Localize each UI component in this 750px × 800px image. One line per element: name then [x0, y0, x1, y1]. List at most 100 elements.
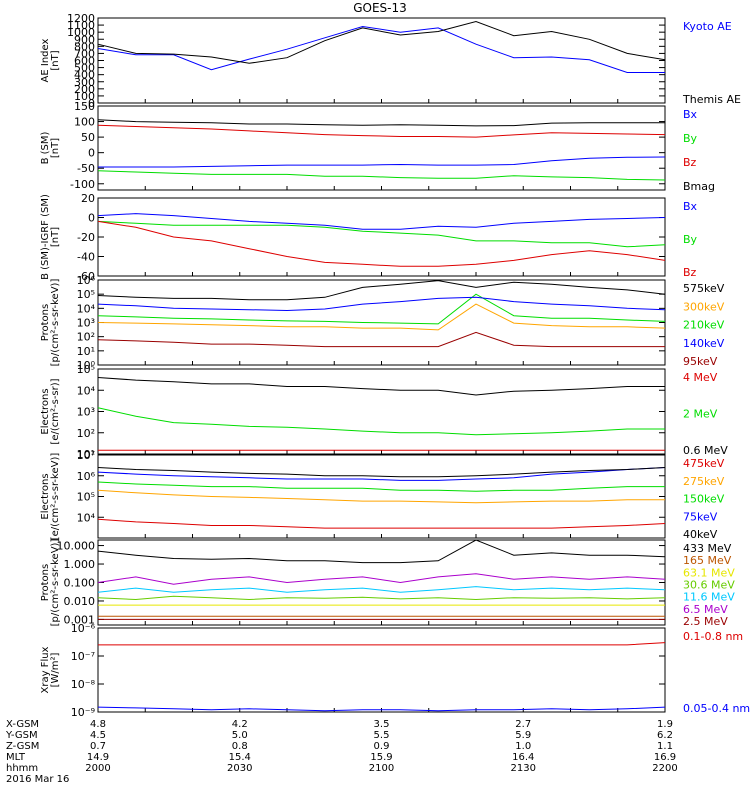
panel-6-ylabel: Electrons — [40, 473, 51, 519]
series-line-bz — [97, 124, 666, 138]
series-line-210kev — [97, 293, 666, 325]
panel-3-ytick-label: -20 — [77, 231, 95, 244]
series-line-bx — [97, 213, 666, 230]
legend-275kev: 275keV — [683, 475, 725, 488]
panel-5-ytick-label: 10⁴ — [77, 384, 96, 397]
date-label: 2016 Mar 16 — [6, 774, 69, 785]
panel-5-ylabel: Electrons — [40, 388, 51, 434]
xaxis-row-label: Z-GSM — [6, 741, 39, 752]
xaxis-value: 3.5 — [374, 719, 390, 730]
panel-3-ylabel: B (SM)-IGRF (SM) — [40, 194, 51, 280]
xaxis-value: 6.2 — [657, 730, 673, 741]
panel-5-ytick-label: 10⁵ — [77, 363, 95, 376]
panel-6-ytick-label: 10⁷ — [77, 449, 95, 462]
legend-165-mev: 165 MeV — [683, 554, 732, 567]
panel-frame-3 — [97, 197, 666, 277]
series-line-by — [97, 170, 666, 181]
panel-1-ytick-label: 1200 — [67, 12, 95, 25]
panel-4-ytick-label: 10⁴ — [77, 302, 96, 315]
panel-3-ytick-label: 20 — [81, 192, 95, 205]
xaxis-value: 2100 — [369, 763, 394, 774]
series-line-0-05-0-4-nm — [97, 706, 666, 712]
legend-themis-ae: Themis AE — [682, 93, 741, 106]
xaxis-value: 15.9 — [370, 752, 392, 763]
panel-7-ytick-label: 0.010 — [64, 595, 96, 608]
panel-5-ylabel: [e/(cm²-s-sr)] — [50, 378, 61, 444]
series-line-475kev — [97, 518, 666, 529]
series-line-75kev — [97, 467, 666, 481]
panel-frame-8 — [97, 627, 666, 713]
series-line-95kev — [97, 331, 665, 348]
panel-3-ytick-label: 0 — [88, 212, 95, 225]
legend-4-mev: 4 MeV — [683, 371, 718, 384]
panel-frame-5 — [97, 368, 666, 455]
series-line-150kev — [97, 481, 665, 492]
legend-475kev: 475keV — [683, 457, 725, 470]
panel-4-ytick-label: 10² — [77, 331, 95, 344]
xaxis-value: 14.9 — [87, 752, 109, 763]
panel-7-ytick-label: 0.100 — [64, 577, 96, 590]
xaxis-value: 2000 — [85, 763, 110, 774]
panel-1-ytick-label: 200 — [74, 83, 95, 96]
legend-2-5-mev: 2.5 MeV — [683, 615, 728, 628]
panel-1-ytick-label: 100 — [74, 90, 95, 103]
panel-frame-1 — [97, 17, 666, 104]
legend-bz: Bz — [683, 266, 697, 279]
panel-1-ytick-label: 0 — [88, 97, 95, 110]
xaxis-value: 1.1 — [657, 741, 673, 752]
series-line-40kev — [97, 467, 666, 478]
panel-5-ytick-label: 10¹ — [77, 448, 95, 461]
legend-bx: Bx — [683, 108, 698, 121]
series-line-0-1-0-8-nm — [98, 642, 666, 646]
panel-8-ytick-label: 10⁻⁹ — [71, 706, 95, 719]
plot-title: GOES-13 — [353, 1, 407, 15]
xaxis-value: 2130 — [511, 763, 536, 774]
panel-frame-6 — [97, 454, 666, 539]
series-line-themis-ae — [97, 20, 666, 64]
legend-433-mev: 433 MeV — [683, 542, 732, 555]
legend-210kev: 210keV — [683, 319, 725, 332]
series-line-bmag — [97, 119, 665, 127]
panel-4-ytick-label: 10¹ — [77, 345, 95, 358]
series-line-6-5-mev — [97, 573, 666, 585]
legend-0-6-mev: 0.6 MeV — [683, 444, 728, 457]
panel-1-ylabel: [nT] — [50, 50, 61, 70]
legend-bx: Bx — [683, 200, 698, 213]
panel-4-ylabel: Protons — [40, 304, 51, 341]
panel-7-ytick-label: 10.000 — [57, 540, 96, 553]
xaxis-row-label: MLT — [6, 752, 26, 763]
panel-7-ylabel: [p/(cm²-s-sr-keV)] — [50, 539, 61, 627]
panel-1-ytick-label: 500 — [74, 62, 95, 75]
legend-2-mev: 2 MeV — [683, 408, 718, 421]
xaxis-value: 4.8 — [90, 719, 106, 730]
panel-7-ylabel: Protons — [40, 564, 51, 601]
legend-11-6-mev: 11.6 MeV — [683, 591, 735, 604]
panel-2-ytick-label: -100 — [70, 178, 95, 191]
panel-1-ytick-label: 1000 — [67, 26, 95, 39]
series-line-2-mev — [97, 407, 665, 436]
legend-0-1-0-8-nm: 0.1-0.8 nm — [683, 630, 743, 643]
panel-8-ytick-label: 10⁻⁷ — [71, 650, 95, 663]
panel-7-ytick-label: 1.000 — [64, 558, 96, 571]
xaxis-row-label: X-GSM — [6, 719, 39, 730]
panel-6-ytick-label: 10⁵ — [77, 491, 95, 504]
series-line-by — [97, 220, 666, 248]
xaxis-value: 2200 — [652, 763, 677, 774]
panel-2-ytick-label: 100 — [74, 116, 95, 129]
legend-95kev: 95keV — [683, 355, 718, 368]
panel-1-ytick-label: 300 — [74, 76, 95, 89]
panel-1-ytick-label: 400 — [74, 69, 95, 82]
legend-bz: Bz — [683, 156, 697, 169]
series-line-275kev — [97, 489, 665, 504]
series-line-bx — [98, 156, 666, 168]
panel-8-ylabel: Xray Flux — [40, 646, 51, 693]
legend-by: By — [683, 132, 698, 145]
panel-4-ytick-label: 10⁰ — [77, 359, 96, 372]
series-line-0-6-mev — [97, 377, 665, 396]
panel-8-ytick-label: 10⁻⁸ — [71, 678, 96, 691]
xaxis-value: 2.7 — [515, 719, 531, 730]
panel-1-ytick-label: 900 — [74, 33, 95, 46]
panel-1-ytick-label: 700 — [74, 47, 95, 60]
panel-2-ylabel: B (SM) — [40, 131, 51, 164]
panel-2-ytick-label: -50 — [77, 162, 95, 175]
